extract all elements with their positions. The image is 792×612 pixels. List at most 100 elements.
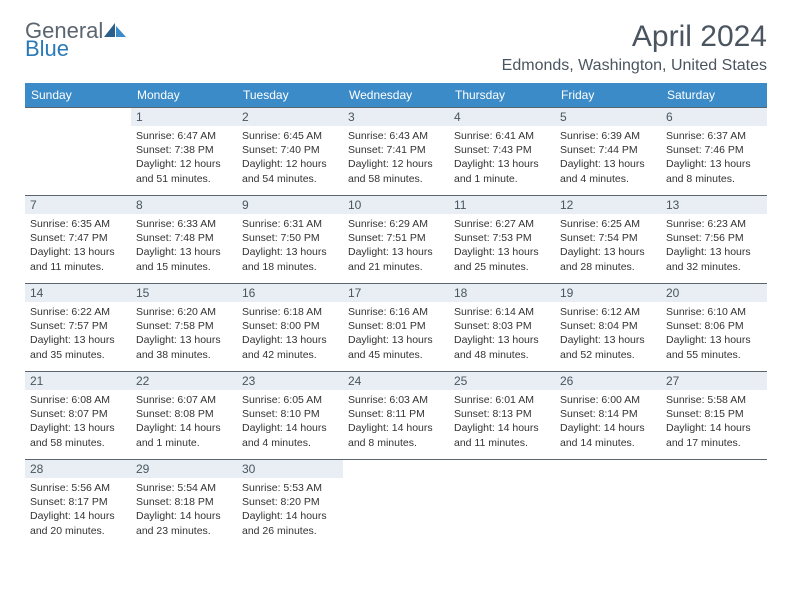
calendar-week-row: 7Sunrise: 6:35 AMSunset: 7:47 PMDaylight… [25, 195, 767, 283]
day-detail: Sunrise: 6:14 AMSunset: 8:03 PMDaylight:… [449, 302, 555, 362]
calendar-cell: 23Sunrise: 6:05 AMSunset: 8:10 PMDayligh… [237, 371, 343, 459]
calendar-cell: 10Sunrise: 6:29 AMSunset: 7:51 PMDayligh… [343, 195, 449, 283]
calendar-cell: 24Sunrise: 6:03 AMSunset: 8:11 PMDayligh… [343, 371, 449, 459]
day-number: 23 [237, 371, 343, 390]
day-detail: Sunrise: 6:16 AMSunset: 8:01 PMDaylight:… [343, 302, 449, 362]
day-detail: Sunrise: 6:12 AMSunset: 8:04 PMDaylight:… [555, 302, 661, 362]
location-text: Edmonds, Washington, United States [502, 57, 767, 75]
calendar-table: SundayMondayTuesdayWednesdayThursdayFrid… [25, 83, 767, 547]
day-number [661, 459, 767, 478]
day-detail: Sunrise: 6:22 AMSunset: 7:57 PMDaylight:… [25, 302, 131, 362]
day-header: Tuesday [237, 83, 343, 107]
day-number: 7 [25, 195, 131, 214]
day-number [25, 107, 131, 126]
calendar-cell: 19Sunrise: 6:12 AMSunset: 8:04 PMDayligh… [555, 283, 661, 371]
month-title: April 2024 [502, 20, 767, 53]
calendar-week-row: 28Sunrise: 5:56 AMSunset: 8:17 PMDayligh… [25, 459, 767, 547]
day-number: 20 [661, 283, 767, 302]
calendar-cell: 4Sunrise: 6:41 AMSunset: 7:43 PMDaylight… [449, 107, 555, 195]
day-detail: Sunrise: 6:05 AMSunset: 8:10 PMDaylight:… [237, 390, 343, 450]
day-detail: Sunrise: 6:39 AMSunset: 7:44 PMDaylight:… [555, 126, 661, 186]
day-number: 17 [343, 283, 449, 302]
calendar-body: 1Sunrise: 6:47 AMSunset: 7:38 PMDaylight… [25, 107, 767, 547]
day-number [555, 459, 661, 478]
calendar-cell: 14Sunrise: 6:22 AMSunset: 7:57 PMDayligh… [25, 283, 131, 371]
calendar-cell: 3Sunrise: 6:43 AMSunset: 7:41 PMDaylight… [343, 107, 449, 195]
day-detail: Sunrise: 6:03 AMSunset: 8:11 PMDaylight:… [343, 390, 449, 450]
day-header-row: SundayMondayTuesdayWednesdayThursdayFrid… [25, 83, 767, 107]
calendar-cell: 25Sunrise: 6:01 AMSunset: 8:13 PMDayligh… [449, 371, 555, 459]
day-number: 29 [131, 459, 237, 478]
calendar-cell: 7Sunrise: 6:35 AMSunset: 7:47 PMDaylight… [25, 195, 131, 283]
day-number: 1 [131, 107, 237, 126]
logo: General Blue [25, 20, 126, 60]
day-detail: Sunrise: 6:18 AMSunset: 8:00 PMDaylight:… [237, 302, 343, 362]
calendar-cell: 22Sunrise: 6:07 AMSunset: 8:08 PMDayligh… [131, 371, 237, 459]
day-number: 5 [555, 107, 661, 126]
day-number: 27 [661, 371, 767, 390]
calendar-cell: 28Sunrise: 5:56 AMSunset: 8:17 PMDayligh… [25, 459, 131, 547]
calendar-cell: 6Sunrise: 6:37 AMSunset: 7:46 PMDaylight… [661, 107, 767, 195]
calendar-cell [555, 459, 661, 547]
day-number: 21 [25, 371, 131, 390]
day-detail: Sunrise: 5:58 AMSunset: 8:15 PMDaylight:… [661, 390, 767, 450]
day-number: 11 [449, 195, 555, 214]
calendar-cell: 20Sunrise: 6:10 AMSunset: 8:06 PMDayligh… [661, 283, 767, 371]
day-detail: Sunrise: 6:20 AMSunset: 7:58 PMDaylight:… [131, 302, 237, 362]
calendar-cell: 21Sunrise: 6:08 AMSunset: 8:07 PMDayligh… [25, 371, 131, 459]
day-number: 26 [555, 371, 661, 390]
logo-text-blue: Blue [25, 38, 126, 60]
day-number [343, 459, 449, 478]
day-detail: Sunrise: 6:10 AMSunset: 8:06 PMDaylight:… [661, 302, 767, 362]
calendar-cell: 18Sunrise: 6:14 AMSunset: 8:03 PMDayligh… [449, 283, 555, 371]
day-detail: Sunrise: 6:01 AMSunset: 8:13 PMDaylight:… [449, 390, 555, 450]
day-detail: Sunrise: 6:37 AMSunset: 7:46 PMDaylight:… [661, 126, 767, 186]
calendar-cell [661, 459, 767, 547]
calendar-cell [449, 459, 555, 547]
day-number: 6 [661, 107, 767, 126]
calendar-cell: 16Sunrise: 6:18 AMSunset: 8:00 PMDayligh… [237, 283, 343, 371]
calendar-week-row: 14Sunrise: 6:22 AMSunset: 7:57 PMDayligh… [25, 283, 767, 371]
day-detail: Sunrise: 6:33 AMSunset: 7:48 PMDaylight:… [131, 214, 237, 274]
day-number: 10 [343, 195, 449, 214]
day-detail: Sunrise: 6:45 AMSunset: 7:40 PMDaylight:… [237, 126, 343, 186]
day-number: 19 [555, 283, 661, 302]
day-header: Thursday [449, 83, 555, 107]
day-number: 16 [237, 283, 343, 302]
day-header: Wednesday [343, 83, 449, 107]
day-detail: Sunrise: 5:53 AMSunset: 8:20 PMDaylight:… [237, 478, 343, 538]
calendar-cell: 2Sunrise: 6:45 AMSunset: 7:40 PMDaylight… [237, 107, 343, 195]
calendar-cell: 13Sunrise: 6:23 AMSunset: 7:56 PMDayligh… [661, 195, 767, 283]
day-header: Saturday [661, 83, 767, 107]
day-number: 9 [237, 195, 343, 214]
day-number: 2 [237, 107, 343, 126]
calendar-cell: 5Sunrise: 6:39 AMSunset: 7:44 PMDaylight… [555, 107, 661, 195]
day-number: 15 [131, 283, 237, 302]
calendar-cell: 12Sunrise: 6:25 AMSunset: 7:54 PMDayligh… [555, 195, 661, 283]
page-header: General Blue April 2024 Edmonds, Washing… [25, 20, 767, 75]
day-detail: Sunrise: 6:43 AMSunset: 7:41 PMDaylight:… [343, 126, 449, 186]
day-number: 30 [237, 459, 343, 478]
logo-sail-icon [104, 23, 126, 39]
day-detail: Sunrise: 5:54 AMSunset: 8:18 PMDaylight:… [131, 478, 237, 538]
day-detail: Sunrise: 6:29 AMSunset: 7:51 PMDaylight:… [343, 214, 449, 274]
calendar-cell: 8Sunrise: 6:33 AMSunset: 7:48 PMDaylight… [131, 195, 237, 283]
day-detail: Sunrise: 6:00 AMSunset: 8:14 PMDaylight:… [555, 390, 661, 450]
calendar-week-row: 21Sunrise: 6:08 AMSunset: 8:07 PMDayligh… [25, 371, 767, 459]
day-number [449, 459, 555, 478]
day-detail: Sunrise: 6:08 AMSunset: 8:07 PMDaylight:… [25, 390, 131, 450]
day-detail: Sunrise: 6:41 AMSunset: 7:43 PMDaylight:… [449, 126, 555, 186]
calendar-cell: 1Sunrise: 6:47 AMSunset: 7:38 PMDaylight… [131, 107, 237, 195]
calendar-cell [25, 107, 131, 195]
day-number: 4 [449, 107, 555, 126]
calendar-cell: 29Sunrise: 5:54 AMSunset: 8:18 PMDayligh… [131, 459, 237, 547]
day-number: 24 [343, 371, 449, 390]
calendar-cell: 11Sunrise: 6:27 AMSunset: 7:53 PMDayligh… [449, 195, 555, 283]
calendar-cell: 17Sunrise: 6:16 AMSunset: 8:01 PMDayligh… [343, 283, 449, 371]
day-number: 13 [661, 195, 767, 214]
day-number: 28 [25, 459, 131, 478]
day-number: 12 [555, 195, 661, 214]
day-number: 25 [449, 371, 555, 390]
day-detail: Sunrise: 6:27 AMSunset: 7:53 PMDaylight:… [449, 214, 555, 274]
day-detail: Sunrise: 6:23 AMSunset: 7:56 PMDaylight:… [661, 214, 767, 274]
